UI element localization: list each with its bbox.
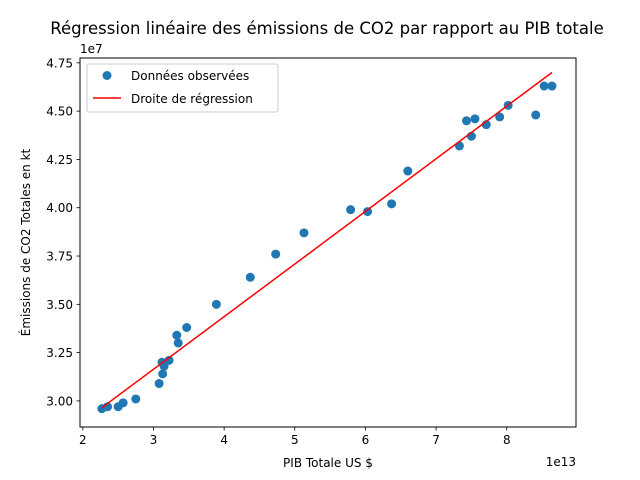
axes-frame <box>79 57 577 428</box>
y-tick-label: 4.50 <box>46 105 73 119</box>
data-point <box>158 369 168 379</box>
legend-label-regression: Droite de régression <box>131 92 253 106</box>
legend-marker-observed <box>102 71 112 80</box>
y-axis: 3.00 3.25 3.50 3.75 4.00 4.25 4.50 4.75 <box>46 56 80 408</box>
chart-title: Régression linéaire des émissions de CO2… <box>50 19 603 38</box>
data-point <box>211 299 221 309</box>
data-point <box>173 338 183 348</box>
x-offset-label: 1e13 <box>546 455 576 469</box>
y-tick-label: 4.25 <box>46 153 73 167</box>
data-point <box>547 81 557 91</box>
data-point <box>387 199 397 209</box>
data-point <box>539 81 549 91</box>
x-axis-label: PIB Totale US $ <box>283 456 373 470</box>
x-tick-label: 3 <box>150 433 158 447</box>
data-point <box>495 112 505 122</box>
legend: Données observées Droite de régression <box>86 63 279 113</box>
y-tick-label: 3.75 <box>46 250 73 264</box>
legend-box <box>86 63 279 113</box>
x-axis: 2 3 4 5 6 7 8 <box>79 427 511 447</box>
y-tick-label: 4.75 <box>46 56 73 70</box>
data-point <box>245 272 255 282</box>
x-tick-label: 5 <box>291 433 299 447</box>
x-tick-label: 4 <box>220 433 228 447</box>
data-point <box>531 110 541 120</box>
y-offset-label: 1e7 <box>80 42 103 56</box>
data-point <box>299 228 309 238</box>
x-tick-label: 7 <box>432 433 440 447</box>
data-point <box>346 205 356 215</box>
regression-line <box>101 71 553 409</box>
y-axis-label: Émissions de CO2 Totales en kt <box>18 148 33 336</box>
x-tick-label: 2 <box>79 433 87 447</box>
data-point <box>470 114 480 124</box>
x-tick-label: 8 <box>503 433 511 447</box>
plot-area <box>97 71 557 414</box>
data-point <box>154 379 164 389</box>
y-tick-label: 3.50 <box>46 298 73 312</box>
data-point <box>131 394 141 404</box>
x-tick-label: 6 <box>362 433 370 447</box>
y-tick-label: 3.00 <box>46 394 73 408</box>
data-point <box>403 166 413 176</box>
y-tick-label: 4.00 <box>46 201 73 215</box>
data-point <box>118 398 128 408</box>
data-point <box>182 323 192 333</box>
data-point <box>271 249 281 259</box>
legend-label-observed: Données observées <box>131 69 249 83</box>
y-tick-label: 3.25 <box>46 346 73 360</box>
data-point <box>454 141 464 151</box>
data-point <box>164 355 174 365</box>
data-point <box>172 330 182 340</box>
data-point <box>363 207 373 217</box>
data-point <box>461 116 471 126</box>
